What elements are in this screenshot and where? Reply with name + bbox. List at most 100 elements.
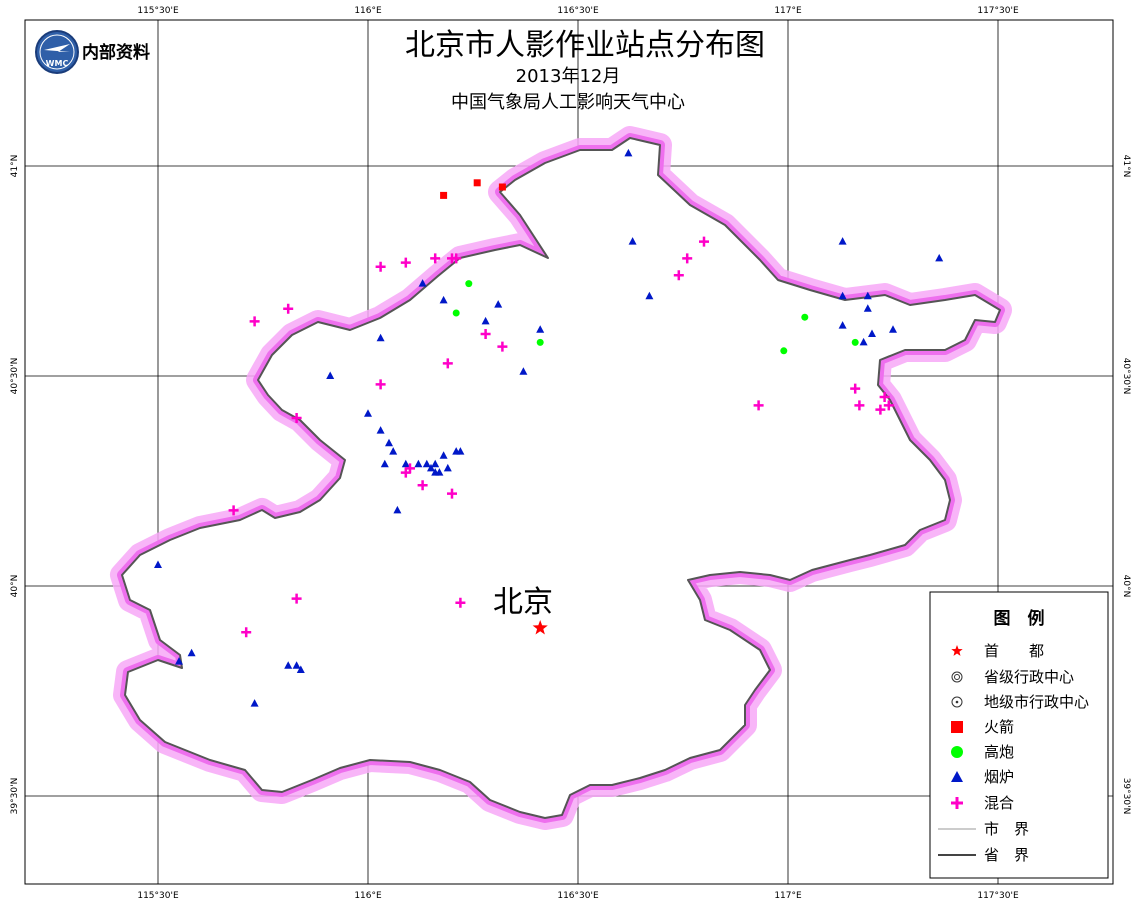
legend-label: 市 界 [984, 820, 1029, 838]
rocket-station [440, 191, 448, 199]
province-border-line [121, 137, 1001, 819]
lat-tick-right: 40°30'N [1121, 358, 1131, 395]
mixed-station [249, 316, 260, 327]
mixed-station [283, 303, 294, 314]
mixed-station [883, 400, 894, 411]
lon-tick-bottom: 115°30'E [137, 891, 179, 901]
cannon-dot-icon [951, 746, 963, 758]
lon-tick-bottom: 117°30'E [977, 891, 1019, 901]
rocket-station [498, 183, 506, 191]
mixed-station [375, 379, 386, 390]
bottom-longitude-labels: 115°30'E 116°E 116°30'E 117°E 117°30'E [137, 891, 1019, 901]
left-latitude-labels: 41°N 40°30'N 40°N 39°30'N [10, 155, 20, 815]
mixed-station [375, 261, 386, 272]
lat-tick-right: 40°N [1121, 575, 1131, 598]
top-longitude-labels: 115°30'E 116°E 116°30'E 117°E 117°30'E [137, 6, 1019, 16]
legend-label: 省级行政中心 [984, 668, 1074, 686]
mixed-station [417, 480, 428, 491]
mixed-station [753, 400, 764, 411]
cannon-station [465, 280, 473, 288]
legend-item-provincial: 省级行政中心 [951, 668, 1074, 686]
burner-station [439, 451, 448, 459]
legend-label: 混合 [984, 794, 1014, 812]
legend-label: 首 都 [984, 642, 1044, 660]
legend-title: 图 例 [994, 608, 1045, 629]
wmc-logo: WMC [35, 30, 79, 74]
legend-label: 高炮 [984, 743, 1014, 761]
provincial-center-icon [951, 671, 963, 683]
legend-item-capital: 首 都 [951, 642, 1044, 660]
mixed-station [875, 404, 886, 415]
burner-station [292, 661, 301, 669]
mixed-station [455, 597, 466, 608]
map-agency: 中国气象局人工影响天气中心 [451, 92, 685, 113]
burner-station [175, 657, 183, 665]
lon-tick-bottom: 117°E [774, 891, 802, 901]
burner-station [519, 367, 528, 375]
legend-label: 烟炉 [984, 768, 1014, 786]
lon-tick-top: 116°30'E [557, 6, 599, 16]
mixed-plus-icon [951, 797, 963, 809]
burner-station [284, 661, 293, 669]
burner-station [443, 463, 452, 472]
cannon-station [780, 347, 788, 355]
burner-station [422, 459, 431, 468]
cannon-station [452, 309, 460, 317]
lon-tick-top: 116°E [354, 6, 382, 16]
legend-item-cannon: 高炮 [951, 743, 1014, 761]
mixed-station [850, 383, 861, 394]
mixed-station [447, 488, 457, 499]
lat-tick-left: 39°30'N [10, 778, 20, 815]
internal-label: 内部资料 [82, 42, 150, 63]
burner-station [838, 237, 847, 245]
burner-station [863, 291, 872, 300]
burner-station [414, 459, 423, 468]
mixed-station [430, 253, 441, 264]
rocket-station [473, 179, 481, 187]
burner-triangle-icon [951, 771, 963, 782]
burner-station [250, 699, 259, 707]
burner-station [494, 300, 503, 308]
mixed-station [673, 270, 684, 281]
mixed-station [854, 400, 865, 411]
burner-station [380, 459, 389, 468]
map-title: 北京市人影作业站点分布图 [405, 28, 765, 63]
burner-station [393, 505, 402, 514]
legend-item-prefecture: 地级市行政中心 [951, 693, 1089, 711]
lat-tick-left: 40°30'N [10, 358, 20, 395]
burner-station [418, 279, 427, 287]
burner-station [439, 295, 448, 304]
mixed-station [228, 505, 239, 516]
burner-station [935, 253, 944, 262]
burner-station [389, 447, 398, 455]
logo-label: WMC [46, 59, 69, 68]
mixed-station [241, 627, 252, 638]
legend-item-burner: 烟炉 [951, 768, 1014, 786]
burner-station [376, 333, 385, 342]
legend-label: 火箭 [984, 718, 1014, 736]
burner-station [863, 304, 872, 312]
mixed-station [480, 329, 491, 339]
capital-star [532, 620, 548, 635]
lon-tick-top: 117°E [774, 6, 802, 16]
right-latitude-labels: 41°N 40°30'N 40°N 39°30'N [1121, 155, 1131, 815]
mixed-station [291, 593, 302, 604]
beijing-boundary [110, 126, 1012, 830]
lat-tick-right: 41°N [1121, 155, 1131, 178]
burner-station [431, 459, 440, 468]
burner-station [645, 291, 654, 300]
burner-station [536, 325, 545, 333]
lat-tick-left: 41°N [10, 155, 20, 178]
mixed-station [291, 413, 302, 423]
capital-label: 北京 [493, 585, 553, 620]
burner-station [481, 316, 490, 325]
wmc-logo-icon [35, 30, 79, 74]
burner-station [154, 560, 162, 568]
legend-label: 地级市行政中心 [984, 693, 1089, 711]
prefecture-center-icon [951, 696, 963, 708]
legend-item-rocket: 火箭 [951, 718, 1014, 736]
burner-station [859, 337, 868, 346]
burner-station [376, 426, 385, 434]
map-date: 2013年12月 [516, 66, 621, 87]
